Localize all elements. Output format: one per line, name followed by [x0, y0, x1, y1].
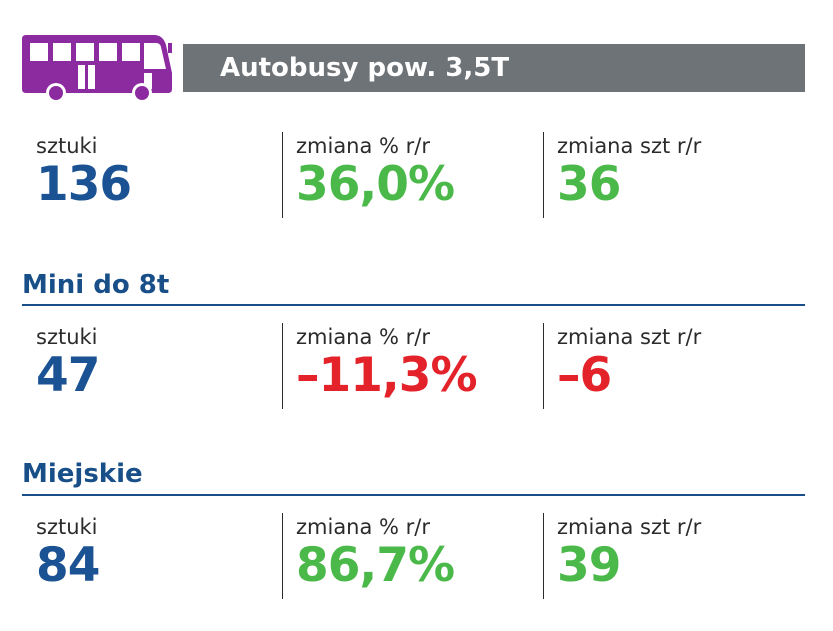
stat-change-percent: zmiana % r/r 86,7% — [296, 515, 546, 593]
divider — [543, 323, 544, 409]
section-heading-mini: Mini do 8t — [22, 270, 170, 300]
stat-units: sztuki 136 — [36, 134, 286, 212]
stat-value: 36,0% — [296, 157, 455, 212]
stat-label: zmiana % r/r — [296, 515, 431, 539]
stat-value: –6 — [557, 348, 612, 403]
divider — [543, 132, 544, 218]
stat-change-units: zmiana szt r/r 39 — [557, 515, 807, 593]
section-heading-city: Miejskie — [22, 459, 143, 489]
stat-change-percent: zmiana % r/r 36,0% — [296, 134, 546, 212]
stat-value: 39 — [557, 538, 621, 593]
stat-label: sztuki — [36, 325, 98, 349]
stat-label: zmiana % r/r — [296, 134, 431, 158]
divider — [543, 513, 544, 599]
stat-value: 84 — [36, 538, 100, 593]
stat-change-units: zmiana szt r/r –6 — [557, 325, 807, 403]
stat-units: sztuki 84 — [36, 515, 286, 593]
stat-change-percent: zmiana % r/r –11,3% — [296, 325, 546, 403]
divider — [282, 513, 283, 599]
section-rule — [22, 304, 805, 306]
header-title-bar: Autobusy pow. 3,5T — [183, 44, 805, 92]
stat-value: 136 — [36, 157, 132, 212]
stat-value: 47 — [36, 348, 100, 403]
stat-change-units: zmiana szt r/r 36 — [557, 134, 807, 212]
page-title: Autobusy pow. 3,5T — [220, 53, 510, 83]
stat-label: zmiana % r/r — [296, 325, 431, 349]
stat-label: zmiana szt r/r — [557, 134, 702, 158]
stat-units: sztuki 47 — [36, 325, 286, 403]
bus-icon — [22, 35, 172, 101]
stat-label: sztuki — [36, 515, 98, 539]
divider — [282, 323, 283, 409]
divider — [282, 132, 283, 218]
stat-label: zmiana szt r/r — [557, 515, 702, 539]
stat-value: –11,3% — [296, 348, 478, 403]
stat-value: 86,7% — [296, 538, 455, 593]
stat-value: 36 — [557, 157, 621, 212]
section-rule — [22, 494, 805, 496]
stat-label: zmiana szt r/r — [557, 325, 702, 349]
stat-label: sztuki — [36, 134, 98, 158]
